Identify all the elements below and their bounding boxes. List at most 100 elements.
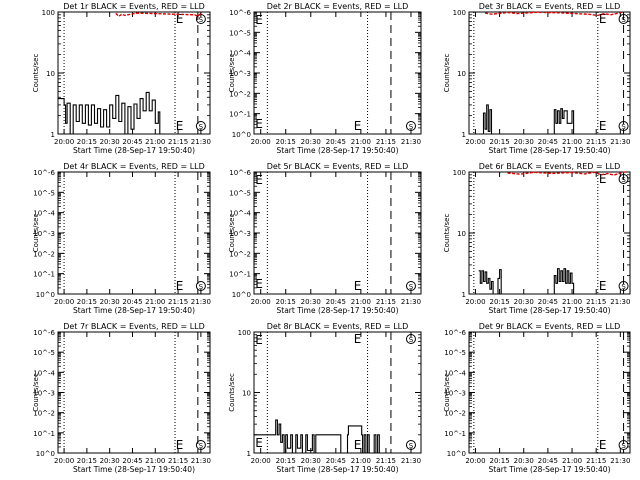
x-axis-label: Start Time (28-Sep-17 19:50:40) [489, 465, 611, 474]
x-tick-label: 21:00 [562, 138, 582, 146]
s-marker [405, 281, 416, 291]
events-series-line [478, 268, 575, 295]
x-tick-label: 20:15 [77, 138, 97, 146]
e-marker: E [255, 173, 263, 187]
x-tick-label: 20:45 [538, 138, 558, 146]
y-tick-label: 10^-5 [33, 349, 55, 357]
x-tick-label: 20:15 [489, 138, 509, 146]
y-tick-label: 10^-2 [33, 250, 55, 258]
x-tick-label: 21:30 [401, 298, 421, 306]
chart-title: Det 9r BLACK = Events, RED = LLD [479, 322, 621, 331]
y-tick-label: 10^-1 [33, 271, 55, 279]
y-tick-label: 10^-4 [229, 210, 251, 218]
y-tick-label: 100 [453, 9, 466, 17]
y-axis-label: Counts/sec [228, 373, 236, 412]
x-tick-label: 20:45 [122, 138, 142, 146]
s-marker-label: S [621, 123, 626, 131]
plot-frame [57, 331, 211, 454]
s-marker [195, 14, 206, 24]
e-marker: E [599, 12, 607, 26]
x-tick-label: 20:15 [276, 298, 296, 306]
x-tick-label: 20:45 [538, 298, 558, 306]
x-tick-label: 20:00 [54, 457, 74, 465]
s-marker-label: S [199, 123, 204, 131]
x-tick-label: 20:00 [54, 138, 74, 146]
s-marker [405, 440, 416, 450]
e-marker: E [255, 333, 263, 347]
s-marker-label: S [199, 283, 204, 291]
y-axis-label: Counts/sec [443, 214, 451, 253]
y-tick-label: 10^-6 [33, 169, 55, 177]
y-tick-label: 10^0 [36, 291, 55, 299]
chart-title: Det 7r BLACK = Events, RED = LLD [63, 322, 205, 331]
x-tick-label: 21:30 [610, 298, 630, 306]
y-axis-label: Counts/sec [32, 54, 40, 93]
events-series-line [481, 104, 575, 135]
x-tick-label: 20:15 [77, 457, 97, 465]
chart-title: Det 6r BLACK = Events, RED = LLD [479, 162, 621, 171]
e-marker: E [599, 438, 607, 452]
y-axis-label: Counts/sec [443, 373, 451, 412]
plot-frame [253, 11, 422, 135]
e-marker: E [176, 12, 184, 26]
y-tick-label: 10^0 [232, 291, 251, 299]
x-tick-label: 21:30 [191, 138, 211, 146]
e-marker: E [176, 279, 184, 293]
s-marker [618, 174, 629, 184]
y-tick-label: 10^-5 [33, 189, 55, 197]
s-marker [618, 14, 629, 24]
e-marker: E [255, 13, 263, 27]
x-tick-label: 21:15 [586, 457, 606, 465]
x-tick-label: 20:00 [465, 298, 485, 306]
s-marker-label: S [621, 16, 626, 24]
x-tick-label: 21:00 [145, 138, 165, 146]
y-tick-label: 10^-6 [444, 329, 466, 337]
y-tick-label: 10^-4 [33, 210, 55, 218]
y-tick-label: 10 [457, 70, 466, 78]
x-tick-label: 21:00 [351, 298, 371, 306]
y-tick-label: 1 [247, 450, 251, 458]
chart-title: Det 3r BLACK = Events, RED = LLD [479, 2, 621, 11]
chart-title: Det 4r BLACK = Events, RED = LLD [63, 162, 205, 171]
s-marker [405, 121, 416, 131]
chart-panel-5: Det 5r BLACK = Events, RED = LLD 20:00 20:… [228, 162, 422, 315]
y-tick-label: 10^-6 [33, 329, 55, 337]
s-marker-label: S [199, 16, 204, 24]
chart-panel-2: Det 2r BLACK = Events, RED = LLD 20:00 20:… [228, 2, 422, 155]
y-tick-label: 10^-4 [444, 369, 466, 377]
x-tick-label: 21:15 [586, 138, 606, 146]
x-tick-label: 20:15 [489, 298, 509, 306]
x-tick-label: 21:00 [562, 457, 582, 465]
x-tick-label: 20:15 [77, 298, 97, 306]
y-tick-label: 10 [457, 230, 466, 238]
y-tick-label: 10^-2 [229, 90, 251, 98]
y-tick-label: 10^-5 [229, 29, 251, 37]
s-marker-label: S [199, 442, 204, 450]
x-tick-label: 21:30 [610, 138, 630, 146]
x-tick-label: 20:30 [301, 457, 321, 465]
y-tick-label: 10^-3 [444, 390, 466, 398]
x-axis-label: Start Time (28-Sep-17 19:50:40) [489, 306, 611, 315]
e-marker: E [176, 119, 184, 133]
e-marker: E [599, 172, 607, 186]
y-tick-label: 10^-5 [229, 189, 251, 197]
s-marker-label: S [409, 442, 414, 450]
x-axis-label: Start Time (28-Sep-17 19:50:40) [489, 146, 611, 155]
y-tick-label: 10^-2 [33, 410, 55, 418]
chart-title: Det 8r BLACK = Events, RED = LLD [267, 322, 409, 331]
x-tick-label: 21:00 [145, 457, 165, 465]
x-tick-label: 20:30 [100, 457, 120, 465]
y-tick-label: 10^-2 [229, 250, 251, 258]
x-axis-label: Start Time (28-Sep-17 19:50:40) [73, 465, 195, 474]
y-tick-label: 10^-1 [229, 271, 251, 279]
x-tick-label: 20:45 [538, 457, 558, 465]
s-marker-label: S [409, 123, 414, 131]
x-tick-label: 21:15 [586, 298, 606, 306]
y-axis-label: Counts/sec [443, 54, 451, 93]
x-tick-label: 21:30 [191, 298, 211, 306]
events-series-line [254, 419, 380, 454]
